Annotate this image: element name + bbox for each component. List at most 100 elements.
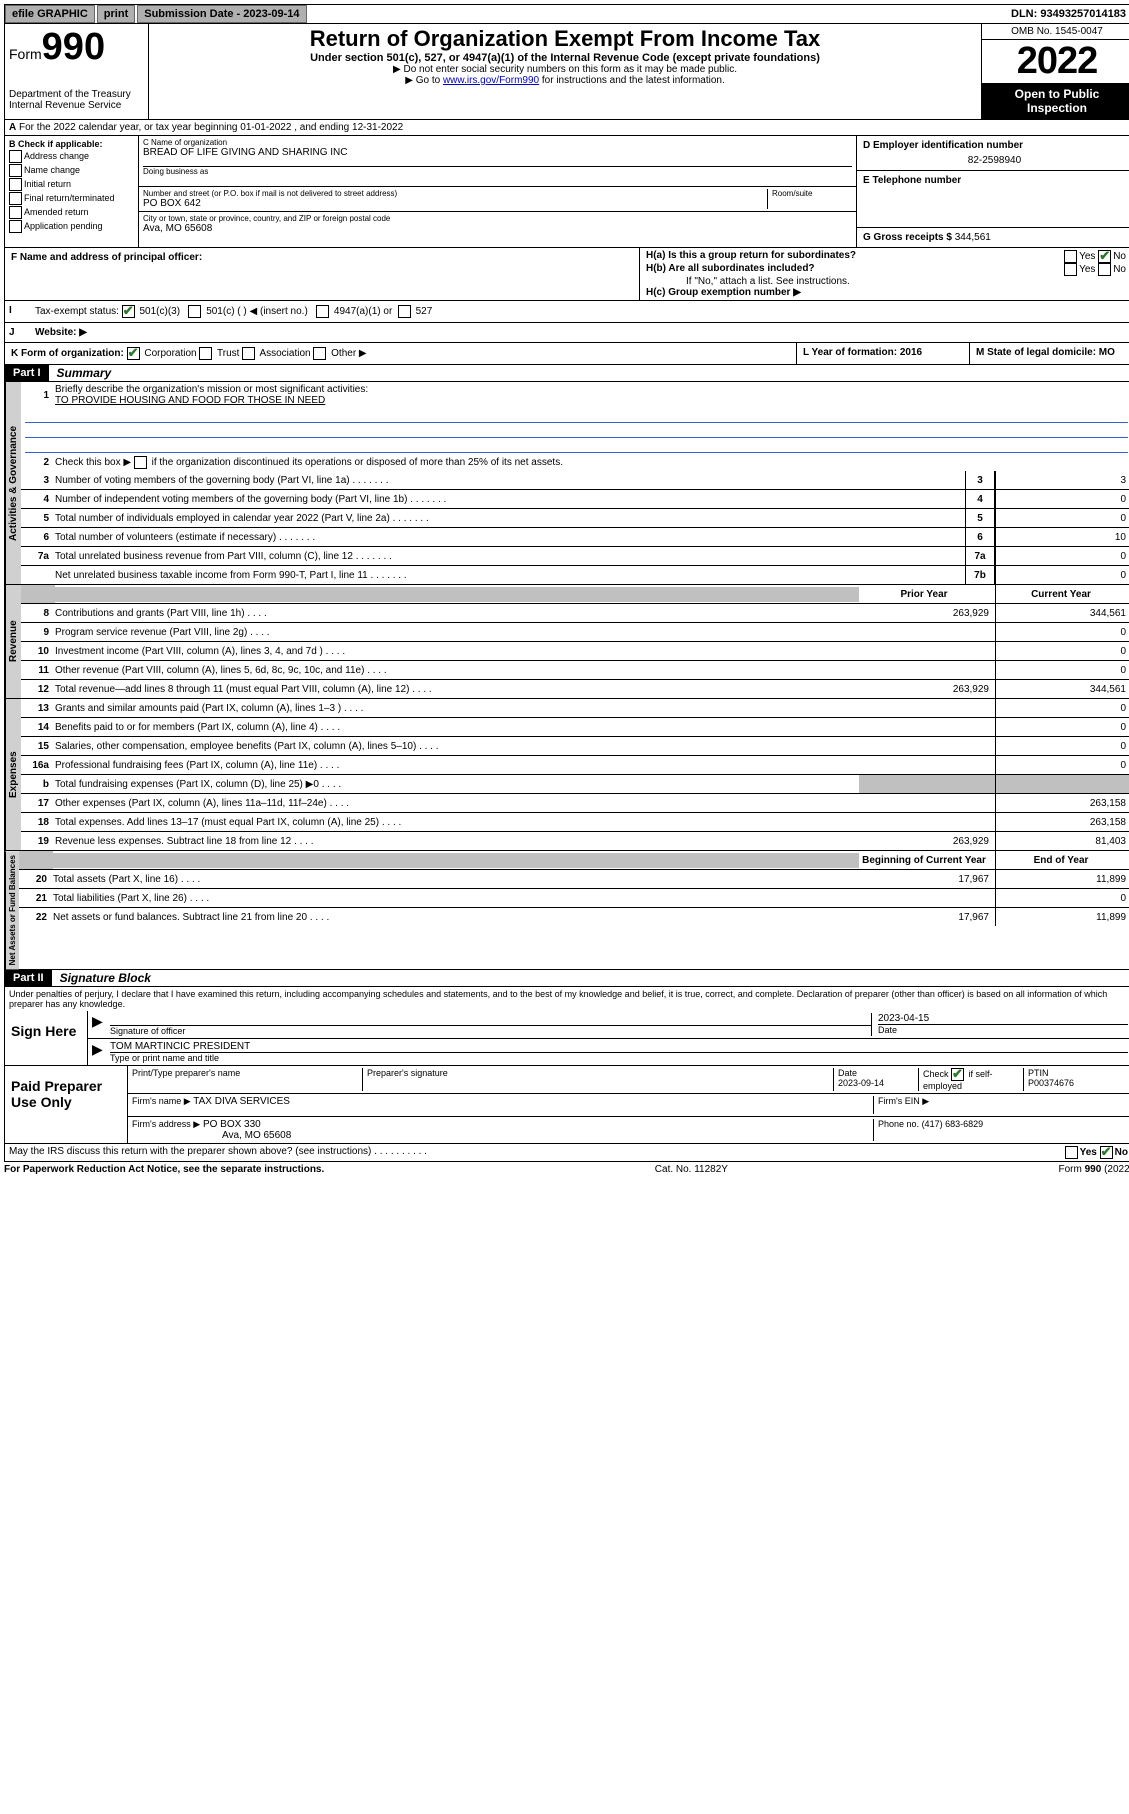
cb-501c[interactable] xyxy=(188,305,201,318)
checkbox-amended[interactable] xyxy=(9,206,22,219)
c-name-label: C Name of organization xyxy=(143,138,852,147)
footer-left: For Paperwork Reduction Act Notice, see … xyxy=(4,1164,324,1175)
col-end: End of Year xyxy=(995,851,1129,869)
arrow-icon: ▶ xyxy=(92,1041,103,1057)
omb-number: OMB No. 1545-0047 xyxy=(982,24,1129,40)
cb-other[interactable] xyxy=(313,347,326,360)
checkbox-app-pending[interactable] xyxy=(9,220,22,233)
expenses-block: Expenses 13Grants and similar amounts pa… xyxy=(4,699,1129,851)
part1-header: Part I Summary xyxy=(4,365,1129,382)
col-begin: Beginning of Current Year xyxy=(859,851,995,869)
efile-button[interactable]: efile GRAPHIC xyxy=(5,5,95,23)
cb-label: Address change xyxy=(24,151,89,161)
addr-label: Number and street (or P.O. box if mail i… xyxy=(143,189,767,198)
opt-4947: 4947(a)(1) or xyxy=(334,306,392,317)
table-row: 12Total revenue—add lines 8 through 11 (… xyxy=(21,680,1129,698)
checkbox-initial-return[interactable] xyxy=(9,178,22,191)
cb-501c3[interactable] xyxy=(122,305,135,318)
cb-ha-no[interactable] xyxy=(1098,250,1111,263)
part2-title: Signature Block xyxy=(52,971,151,985)
section-b-label: B Check if applicable: xyxy=(9,139,103,149)
form-num-big: 990 xyxy=(42,26,105,68)
g-label: G Gross receipts $ xyxy=(863,232,952,243)
cb-self-employed[interactable] xyxy=(951,1068,964,1081)
line-a: A For the 2022 calendar year, or tax yea… xyxy=(4,120,1129,136)
section-b-to-g: B Check if applicable: Address change Na… xyxy=(4,136,1129,248)
section-k-l-m: K Form of organization: Corporation Trus… xyxy=(4,343,1129,365)
revenue-block: Revenue Prior Year Current Year 8Contrib… xyxy=(4,585,1129,699)
col-prior: Prior Year xyxy=(859,585,995,603)
cb-hb-yes[interactable] xyxy=(1064,263,1077,276)
declaration: Under penalties of perjury, I declare th… xyxy=(4,987,1129,1011)
vtab-netassets: Net Assets or Fund Balances xyxy=(5,851,19,969)
firm-addr1: PO BOX 330 xyxy=(203,1119,261,1130)
form-prefix: Form xyxy=(9,46,42,62)
section-i: I Tax-exempt status: 501(c)(3) 501(c) ( … xyxy=(4,301,1129,323)
prep-sig-label: Preparer's signature xyxy=(363,1068,834,1091)
phone-val: (417) 683-6829 xyxy=(922,1119,984,1129)
city-label: City or town, state or province, country… xyxy=(143,214,852,223)
cb-label: Application pending xyxy=(24,221,103,231)
cb-discontinued[interactable] xyxy=(134,456,147,469)
table-row: 9Program service revenue (Part VIII, lin… xyxy=(21,623,1129,642)
cb-label: Amended return xyxy=(24,207,89,217)
h-a: H(a) Is this a group return for subordin… xyxy=(646,250,856,261)
dln: DLN: 93493257014183 xyxy=(1005,6,1129,22)
room-label: Room/suite xyxy=(772,189,852,198)
firm-ein-label: Firm's EIN ▶ xyxy=(873,1096,1128,1114)
irs-link[interactable]: www.irs.gov/Form990 xyxy=(443,75,539,86)
cb-corp[interactable] xyxy=(127,347,140,360)
discuss-text: May the IRS discuss this return with the… xyxy=(9,1146,371,1157)
table-row: 5Total number of individuals employed in… xyxy=(21,509,1129,528)
self-emp: Check if self-employed xyxy=(919,1068,1024,1091)
prep-date: 2023-09-14 xyxy=(838,1078,884,1088)
cb-discuss-yes[interactable] xyxy=(1065,1146,1078,1159)
h-b: H(b) Are all subordinates included? xyxy=(646,263,815,274)
i-label: Tax-exempt status: xyxy=(35,306,119,317)
dept-label: Department of the Treasury xyxy=(9,89,144,100)
sig-officer-label: Signature of officer xyxy=(110,1025,871,1036)
firm-addr-label: Firm's address ▶ xyxy=(132,1119,200,1129)
cb-4947[interactable] xyxy=(316,305,329,318)
section-d-e-g: D Employer identification number 82-2598… xyxy=(856,136,1129,247)
table-row: 14Benefits paid to or for members (Part … xyxy=(21,718,1129,737)
prep-date-label: Date xyxy=(838,1068,857,1078)
irs-label: Internal Revenue Service xyxy=(9,100,144,111)
print-button[interactable]: print xyxy=(97,5,135,23)
m-label: M State of legal domicile: MO xyxy=(976,347,1115,358)
form-subtitle-3: ▶ Go to www.irs.gov/Form990 for instruct… xyxy=(153,75,977,86)
sig-date: 2023-04-15 xyxy=(878,1013,1128,1024)
section-c: C Name of organization BREAD OF LIFE GIV… xyxy=(138,136,856,247)
netassets-block: Net Assets or Fund Balances Beginning of… xyxy=(4,851,1129,970)
col-current: Current Year xyxy=(995,585,1129,603)
cb-label: Initial return xyxy=(24,179,71,189)
table-row: 3Number of voting members of the governi… xyxy=(21,471,1129,490)
officer-name-label: Type or print name and title xyxy=(110,1052,1128,1063)
cb-ha-yes[interactable] xyxy=(1064,250,1077,263)
officer-name: TOM MARTINCIC PRESIDENT xyxy=(110,1041,1128,1052)
table-row: Net unrelated business taxable income fr… xyxy=(21,566,1129,584)
table-row: 20Total assets (Part X, line 16) . . . .… xyxy=(19,870,1129,889)
cb-trust[interactable] xyxy=(199,347,212,360)
cb-assoc[interactable] xyxy=(242,347,255,360)
table-row: 11Other revenue (Part VIII, column (A), … xyxy=(21,661,1129,680)
checkbox-final-return[interactable] xyxy=(9,192,22,205)
cb-hb-no[interactable] xyxy=(1098,263,1111,276)
table-row: 6Total number of volunteers (estimate if… xyxy=(21,528,1129,547)
discuss-row: May the IRS discuss this return with the… xyxy=(4,1144,1129,1162)
phone-label: Phone no. xyxy=(878,1119,919,1129)
cb-label: Name change xyxy=(24,165,80,175)
cb-527[interactable] xyxy=(398,305,411,318)
opt-other: Other ▶ xyxy=(331,348,366,359)
ptin-label: PTIN xyxy=(1028,1068,1049,1078)
checkbox-address-change[interactable] xyxy=(9,150,22,163)
cb-discuss-no[interactable] xyxy=(1100,1146,1113,1159)
paid-preparer-block: Paid Preparer Use Only Print/Type prepar… xyxy=(4,1066,1129,1144)
org-address: PO BOX 642 xyxy=(143,198,767,209)
table-row: 19Revenue less expenses. Subtract line 1… xyxy=(21,832,1129,850)
q1-text: Briefly describe the organization's miss… xyxy=(55,384,368,395)
f-label: F Name and address of principal officer: xyxy=(11,252,202,263)
paid-label: Paid Preparer Use Only xyxy=(5,1066,128,1143)
table-row: 10Investment income (Part VIII, column (… xyxy=(21,642,1129,661)
checkbox-name-change[interactable] xyxy=(9,164,22,177)
